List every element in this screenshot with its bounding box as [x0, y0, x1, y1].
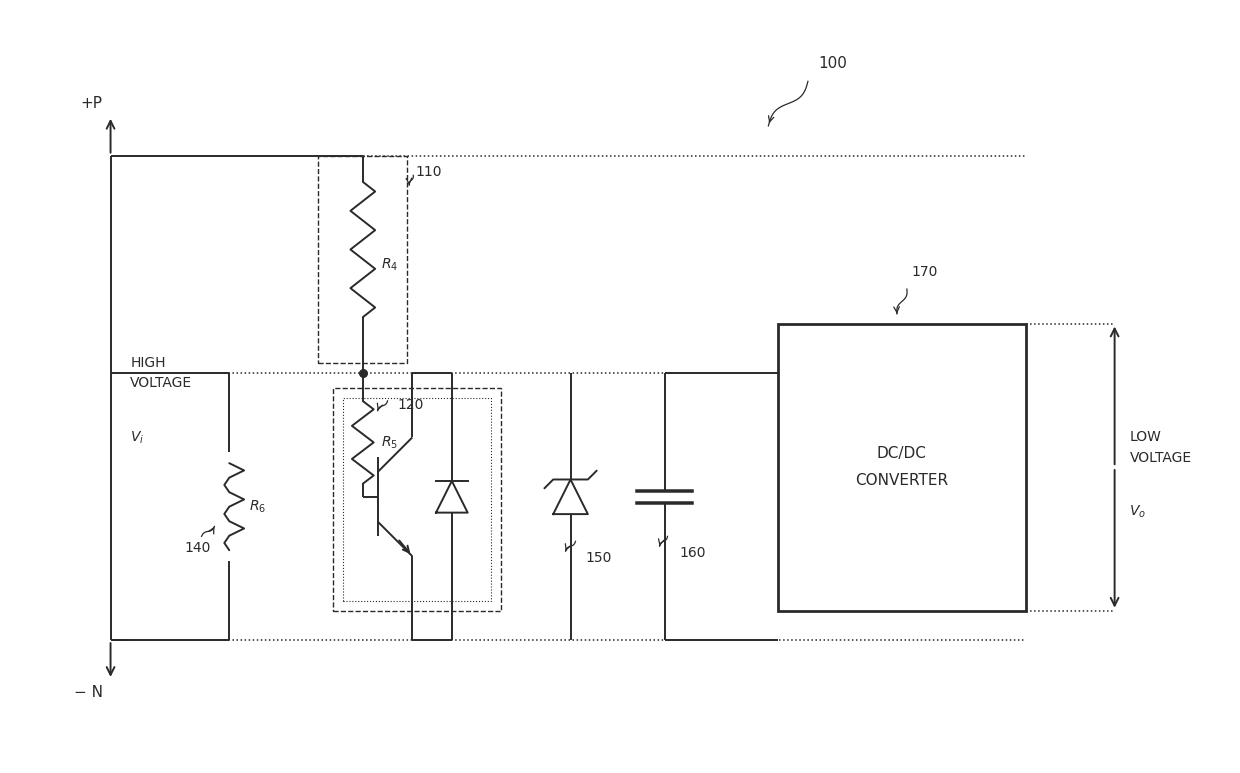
Text: 100: 100	[818, 56, 847, 71]
Bar	[319, 155, 407, 363]
Text: 170: 170	[911, 265, 939, 279]
Text: $R_4$: $R_4$	[381, 256, 398, 273]
Text: 140: 140	[185, 541, 211, 555]
Bar	[779, 324, 1025, 611]
Text: $V_o$: $V_o$	[1130, 503, 1147, 519]
Bar	[343, 398, 491, 601]
Text: 160: 160	[680, 547, 706, 560]
Text: − N: − N	[73, 685, 103, 700]
Text: $V_i$: $V_i$	[130, 429, 145, 446]
Text: +P: +P	[81, 96, 103, 111]
Text: DC/DC
CONVERTER: DC/DC CONVERTER	[856, 446, 949, 488]
Text: 150: 150	[585, 551, 611, 565]
Text: LOW
VOLTAGE: LOW VOLTAGE	[1130, 430, 1192, 465]
Text: 120: 120	[398, 398, 424, 412]
Text: $R_5$: $R_5$	[381, 434, 398, 451]
Text: HIGH
VOLTAGE: HIGH VOLTAGE	[130, 356, 192, 390]
Text: 110: 110	[415, 165, 441, 179]
Bar	[334, 388, 501, 611]
Text: $R_6$: $R_6$	[249, 499, 267, 515]
